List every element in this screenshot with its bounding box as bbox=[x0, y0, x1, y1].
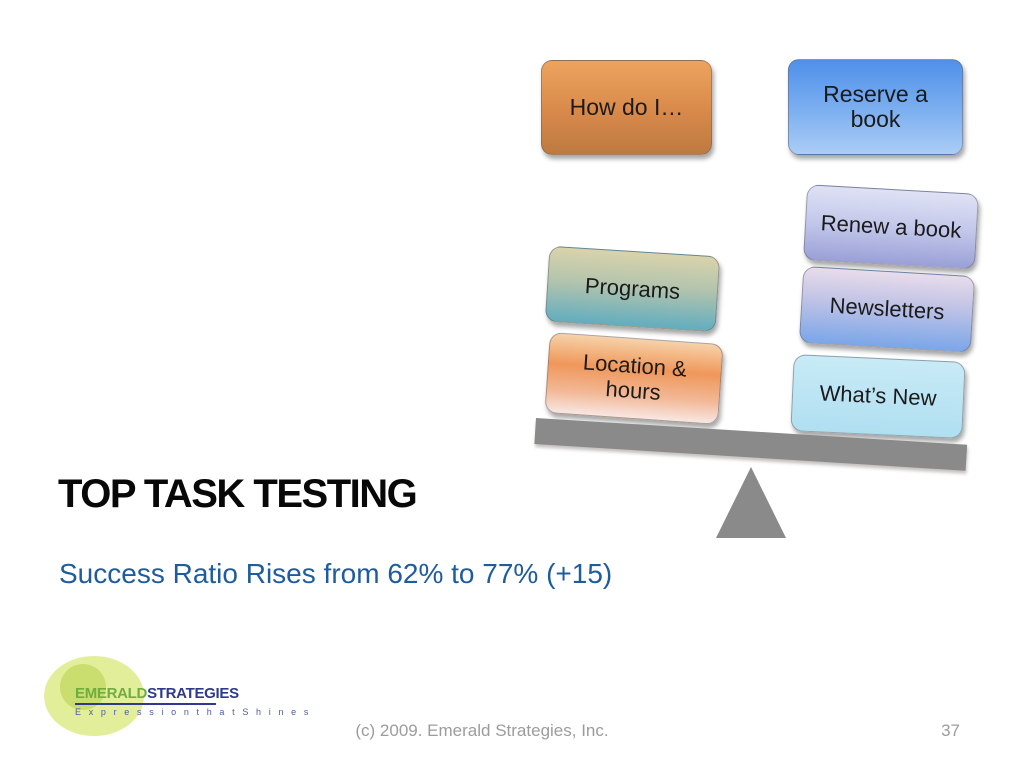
task-box-label: Newsletters bbox=[828, 293, 946, 325]
emerald-strategies-logo: EMERALDSTRATEGIES E x p r e s s i o n t … bbox=[44, 654, 308, 738]
task-box-reserve-a-book: Reserve a book bbox=[788, 59, 963, 155]
logo-tagline: E x p r e s s i o n t h a t S h i n e s bbox=[75, 707, 311, 717]
logo-wordmark: EMERALDSTRATEGIES bbox=[75, 685, 311, 702]
slide-subtitle: Success Ratio Rises from 62% to 77% (+15… bbox=[59, 558, 613, 589]
task-box-label: Location & hours bbox=[582, 349, 688, 405]
slide-title: TOP TASK TESTING bbox=[58, 472, 418, 516]
task-box-how-do-i: How do I… bbox=[541, 60, 712, 155]
task-box-newsletters: Newsletters bbox=[798, 265, 976, 354]
task-box-label: Renew a book bbox=[820, 210, 962, 243]
task-box-label: What’s New bbox=[819, 380, 938, 412]
logo-inner-circle bbox=[60, 664, 106, 710]
task-box-label: Programs bbox=[584, 272, 681, 304]
page-number: 37 bbox=[941, 721, 960, 740]
task-box-renew-a-book: Renew a book bbox=[803, 184, 979, 270]
task-box-programs: Programs bbox=[544, 245, 721, 333]
copyright-text: (c) 2009. Emerald Strategies, Inc. bbox=[355, 721, 609, 740]
task-box-label: Reserve a book bbox=[823, 80, 928, 132]
task-box-whats-new: What’s New bbox=[790, 354, 966, 439]
logo-divider-rule bbox=[75, 703, 216, 705]
task-box-label: How do I… bbox=[569, 93, 684, 120]
seesaw-fulcrum-triangle bbox=[716, 467, 786, 538]
logo-brand-secondary: STRATEGIES bbox=[147, 685, 239, 702]
logo-text: EMERALDSTRATEGIES E x p r e s s i o n t … bbox=[75, 685, 311, 717]
logo-brand-primary: EMERALD bbox=[75, 685, 148, 702]
task-box-location-hours: Location & hours bbox=[544, 332, 724, 425]
